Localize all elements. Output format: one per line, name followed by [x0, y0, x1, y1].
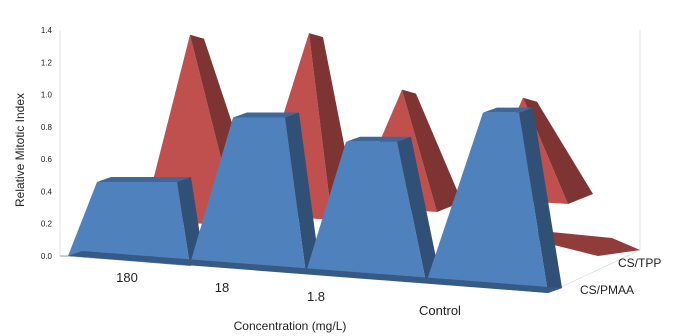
bar-cs-pmaa	[68, 182, 190, 266]
bar-cs-pmaa-top	[97, 177, 191, 183]
bar-cs-pmaa-side	[285, 112, 320, 274]
bar-cs-pmaa-top	[346, 136, 411, 142]
bar-cs-pmaa-top	[483, 107, 533, 113]
series-label-cs-tpp: CS/TPP	[618, 256, 661, 270]
y-tick-label: 0.6	[41, 155, 53, 164]
y-tick-label: 1.0	[41, 91, 53, 100]
y-tick-label: 0.8	[41, 123, 53, 132]
x-category-labels: 180 18 1.8 Control	[116, 270, 461, 318]
y-tick-label: 0.4	[41, 187, 53, 196]
y-tick-label: 1.2	[41, 58, 53, 67]
x-category-label: 180	[116, 270, 138, 285]
x-category-label: 1.8	[307, 289, 325, 304]
series-label-cs-pmaa: CS/PMAA	[580, 283, 634, 297]
pmaa-floor-edge	[68, 251, 562, 293]
x-category-label: 18	[215, 280, 229, 295]
x-axis-title: Concentration (mg/L)	[234, 319, 347, 333]
bar-cs-pmaa-top	[233, 112, 299, 118]
bar-cs-pmaa	[190, 117, 306, 274]
y-tick-labels: 0.0 0.2 0.4 0.6 0.8 1.0 1.2 1.4	[41, 26, 53, 261]
bar-cs-tpp-side	[402, 89, 462, 212]
y-axis-title: Relative Mitotic Index	[13, 93, 27, 207]
bar-cs-pmaa-side	[519, 107, 562, 294]
series-cs-pmaa	[68, 107, 562, 294]
y-tick-label: 1.4	[41, 26, 53, 35]
y-tick-label: 0.0	[41, 252, 53, 261]
bar-cs-pmaa	[426, 112, 548, 294]
bar-cs-tpp-side	[523, 97, 593, 204]
x-category-label: Control	[419, 303, 461, 318]
y-tick-label: 0.2	[41, 220, 53, 229]
bar-cs-pmaa	[306, 141, 426, 282]
bar-cs-pmaa-side	[397, 136, 440, 282]
